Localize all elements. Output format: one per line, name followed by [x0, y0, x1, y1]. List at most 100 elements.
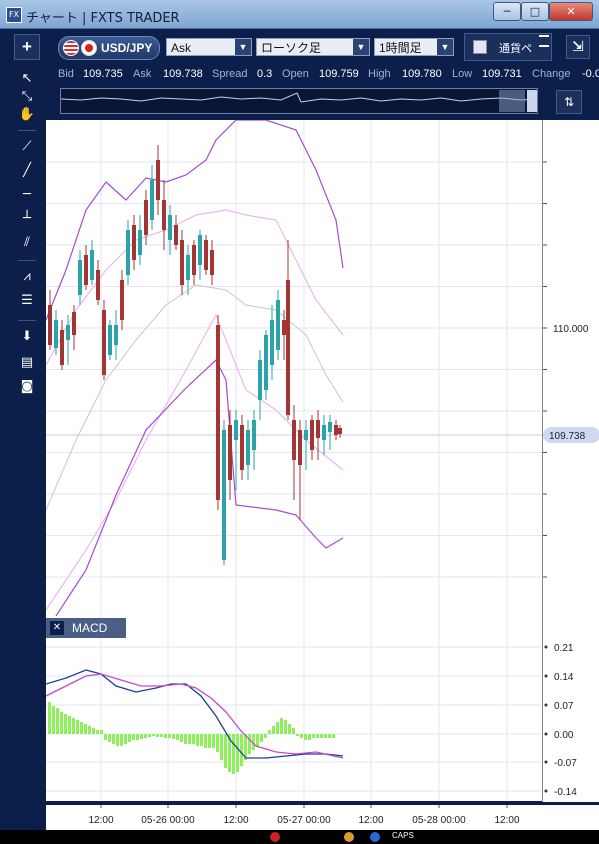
- macd-panel[interactable]: [45, 616, 542, 802]
- camera-icon[interactable]: ◙: [20, 379, 34, 394]
- price-chart[interactable]: [45, 119, 542, 617]
- candle: [264, 330, 268, 400]
- macd-histogram-bar: [224, 734, 227, 768]
- macd-line: [45, 669, 344, 759]
- candle: [270, 305, 274, 380]
- undock-icon[interactable]: ⇲: [566, 35, 590, 59]
- high-value: 109.780: [402, 68, 442, 80]
- horizontal-line-icon[interactable]: ─: [23, 187, 31, 202]
- macd-histogram-bar: [252, 734, 255, 750]
- candle: [228, 410, 232, 500]
- hand-icon[interactable]: ✋: [18, 107, 36, 122]
- macd-histogram-bar: [296, 734, 299, 736]
- minimize-button[interactable]: ─: [493, 2, 521, 21]
- candle: [316, 410, 320, 460]
- time-tick-label: 12:00: [358, 815, 383, 826]
- macd-histogram-bar: [316, 734, 319, 738]
- candle: [150, 165, 154, 230]
- candle: [234, 410, 238, 490]
- help-icon[interactable]: [370, 832, 380, 842]
- candle: [138, 215, 142, 265]
- macd-histogram-bar: [96, 730, 99, 734]
- candle: [174, 215, 178, 250]
- candle: [328, 415, 332, 450]
- macd-histogram-bar: [280, 718, 283, 734]
- macd-tick-label: -0.14: [554, 787, 577, 798]
- macd-histogram-bar: [288, 724, 291, 734]
- macd-histogram-bar: [140, 734, 143, 739]
- price-tick-110: 110.000: [553, 324, 589, 335]
- candle: [240, 415, 244, 480]
- bid-value: 109.735: [83, 68, 123, 80]
- dropdown-arrow-icon: ▼: [353, 39, 369, 55]
- tray-icon[interactable]: [270, 832, 280, 842]
- compare-checkbox[interactable]: [473, 40, 487, 54]
- timeframe-select[interactable]: 1時間足 ▼: [374, 38, 454, 56]
- menu-icon[interactable]: [539, 35, 549, 47]
- dropdown-arrow-icon: ▼: [235, 39, 251, 55]
- macd-histogram-bar: [324, 734, 327, 738]
- macd-histogram-bar: [104, 734, 107, 740]
- window-title: チャート | FXTS TRADER: [26, 11, 180, 26]
- macd-histogram-bar: [92, 728, 95, 734]
- macd-histogram-bar: [228, 734, 231, 772]
- trendline-icon[interactable]: ⟋: [22, 139, 32, 154]
- close-button[interactable]: ✕: [549, 2, 593, 21]
- ask-label: Ask: [133, 68, 152, 80]
- bollinger-lower-inner-line: [45, 313, 344, 611]
- macd-histogram-bar: [84, 724, 87, 734]
- bollinger-upper-inner-line: [45, 209, 344, 366]
- parallel-line-icon[interactable]: ⫽: [24, 235, 30, 250]
- add-chart-button[interactable]: +: [14, 34, 40, 60]
- current-price-badge: [543, 427, 599, 443]
- compare-pairs-button[interactable]: 通貨ペ: [464, 33, 552, 61]
- candle: [204, 235, 208, 275]
- time-tick-label: 05-28 00:00: [412, 815, 466, 826]
- macd-histogram-bar: [184, 734, 187, 744]
- fan-icon[interactable]: ⩘: [23, 269, 31, 284]
- price-type-select[interactable]: Ask ▼: [166, 38, 252, 56]
- cursor-icon[interactable]: ↖: [21, 71, 33, 86]
- macd-histogram-bar: [204, 734, 207, 748]
- macd-histogram-bar: [312, 734, 315, 738]
- macd-histogram-bar: [220, 734, 223, 760]
- list-icon[interactable]: ▤: [20, 355, 34, 370]
- candle: [48, 290, 52, 350]
- tray-icon[interactable]: [344, 832, 354, 842]
- maximize-button[interactable]: □: [521, 2, 549, 21]
- navigator-sparkline: [61, 90, 537, 112]
- vertical-line-icon[interactable]: ┴: [23, 211, 31, 226]
- macd-histogram-bar: [240, 734, 243, 766]
- candle: [162, 180, 166, 250]
- macd-histogram-bar: [128, 734, 131, 742]
- macd-histogram-bar: [320, 734, 323, 738]
- navigator-scroll-icon[interactable]: ⇅: [556, 90, 582, 114]
- download-icon[interactable]: ⬇: [21, 329, 33, 344]
- change-value: -0.0: [582, 68, 599, 80]
- candle: [66, 315, 70, 365]
- symbol-selector[interactable]: USD/JPY: [58, 36, 160, 60]
- us-flag-icon: [63, 40, 79, 56]
- fibonacci-icon[interactable]: ☰: [21, 293, 33, 308]
- macd-tick-label: -0.07: [554, 758, 577, 769]
- candle: [78, 250, 82, 305]
- candle: [304, 420, 308, 470]
- candle: [96, 260, 100, 305]
- line-icon[interactable]: ╱: [23, 163, 31, 178]
- macd-histogram-bar: [68, 716, 71, 734]
- chart-type-select[interactable]: ローソク足 ▼: [256, 38, 370, 56]
- macd-histogram-bar: [48, 702, 51, 734]
- macd-histogram-bar: [216, 734, 219, 752]
- macd-histogram-bar: [208, 734, 211, 748]
- candle: [310, 415, 314, 460]
- bollinger-lower-line: [55, 359, 344, 617]
- candle: [144, 190, 148, 245]
- macd-histogram-bar: [80, 722, 83, 734]
- price-axis: 109.738 110.000: [542, 120, 599, 616]
- time-tick-label: 05-27 00:00: [277, 815, 331, 826]
- macd-close-button[interactable]: ✕: [50, 621, 64, 635]
- crosshair-cursor-icon[interactable]: ⤡: [21, 89, 33, 104]
- chart-navigator[interactable]: [60, 88, 538, 114]
- jp-flag-icon: [81, 40, 97, 56]
- macd-histogram-bar: [264, 734, 267, 738]
